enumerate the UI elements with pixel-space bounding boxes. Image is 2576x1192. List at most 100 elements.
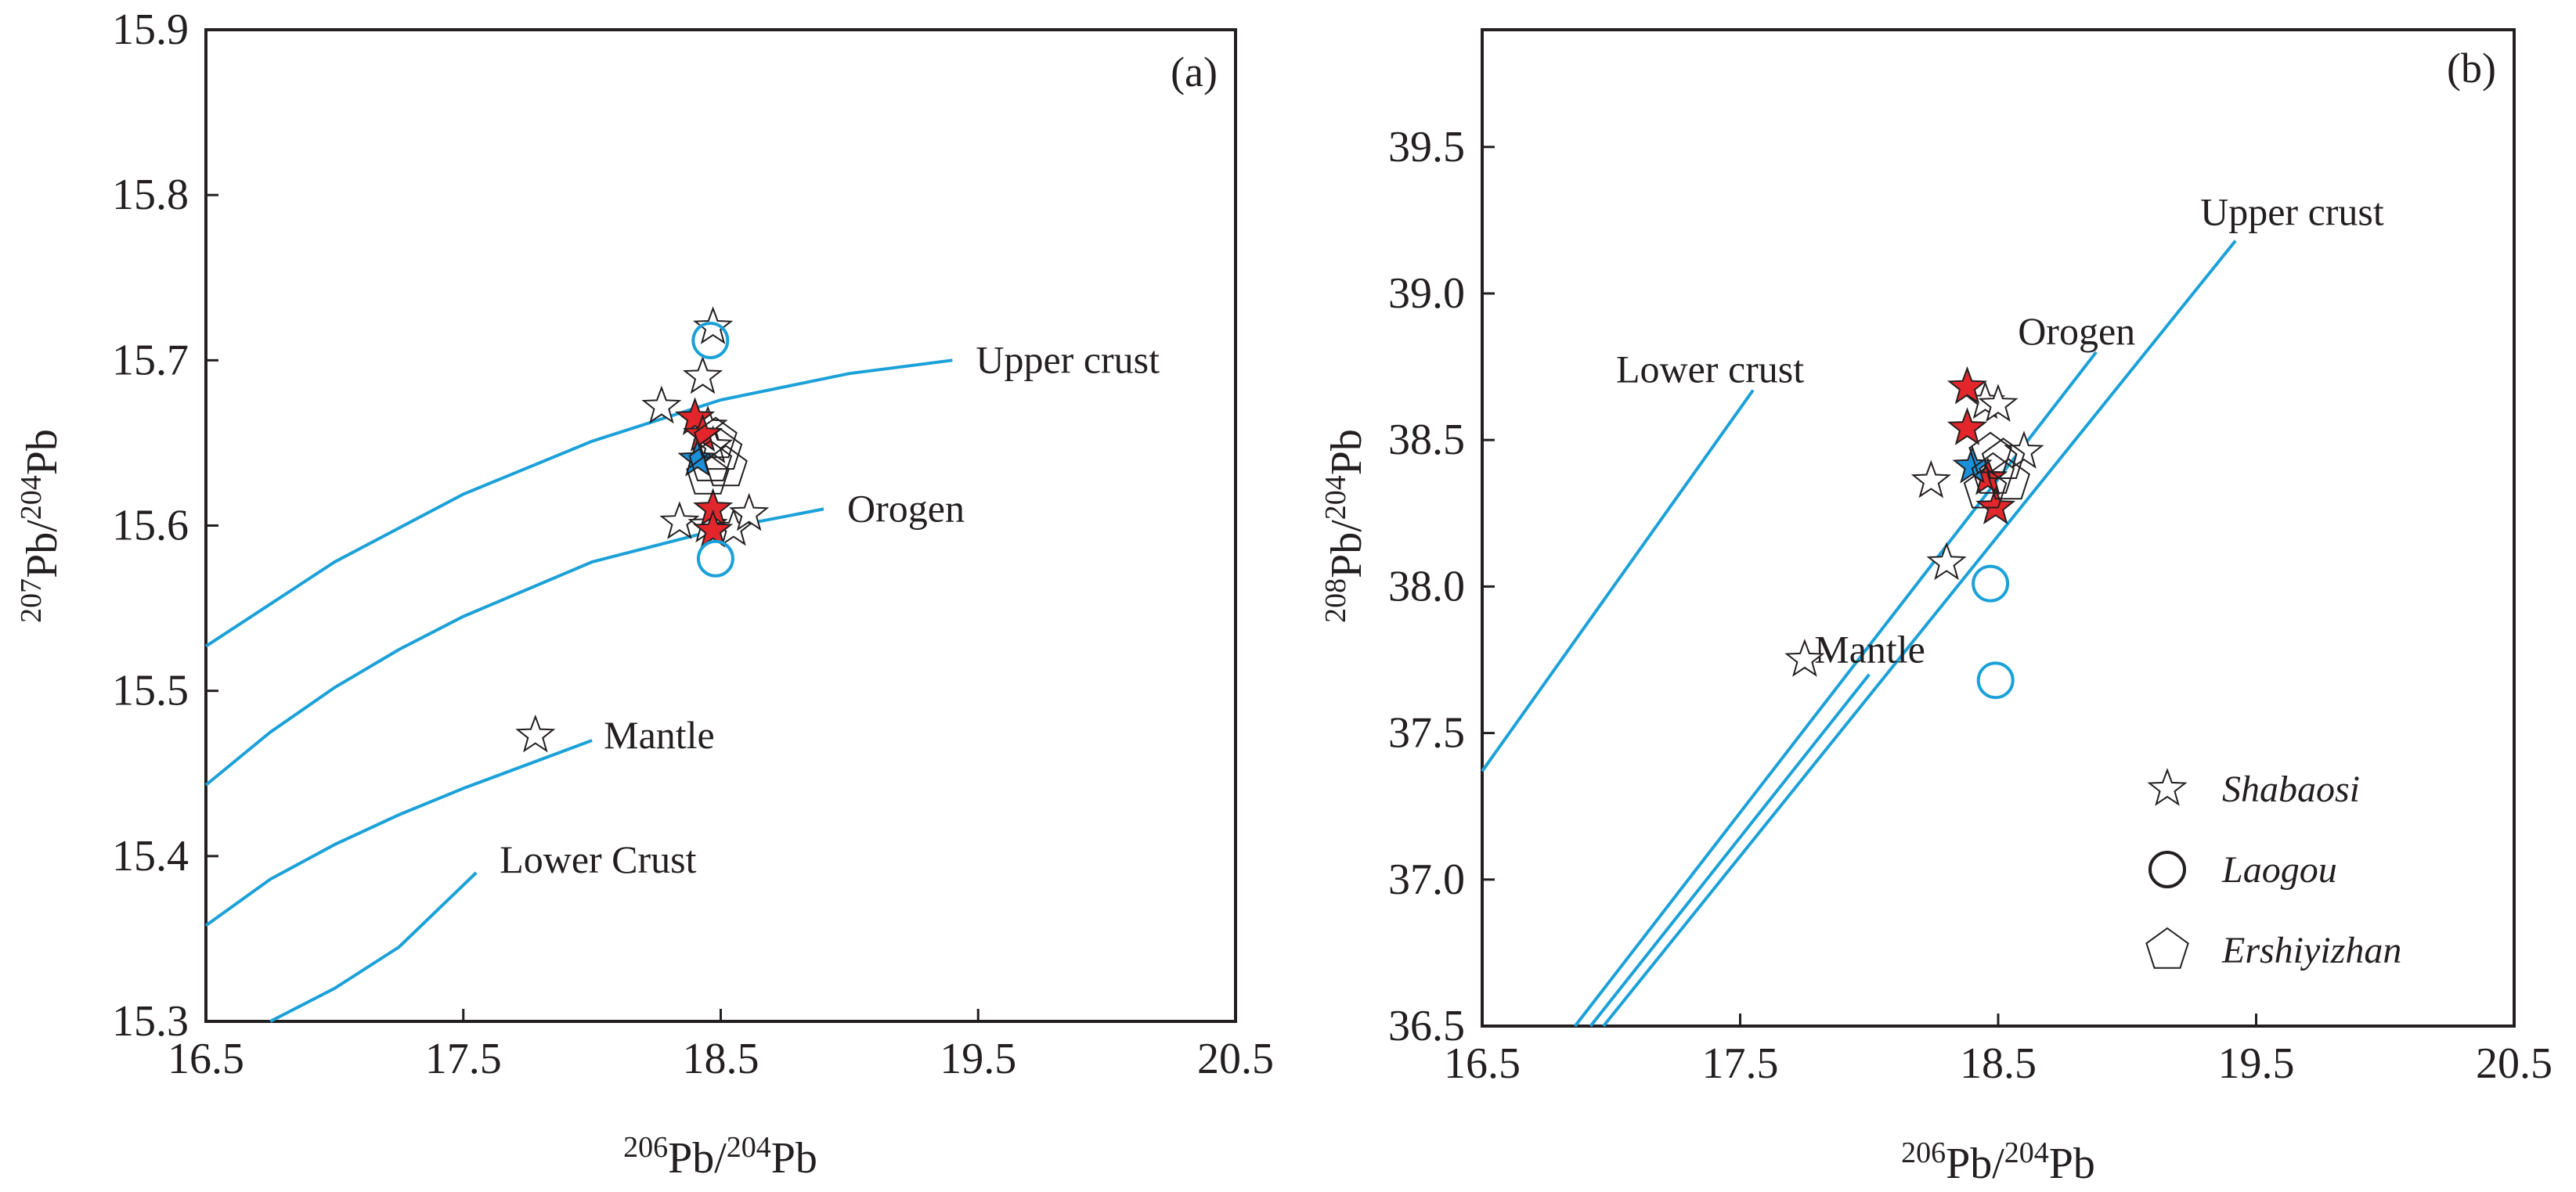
y-title-base: Pb/ [18, 520, 67, 578]
legend-star-open-marker [2147, 768, 2188, 806]
y-tick-label: 36.5 [1388, 1002, 1465, 1050]
pentagon-open-data-point [704, 445, 748, 487]
y-title-sup: 207 [15, 578, 48, 623]
x-title-base2: Pb [2049, 1140, 2095, 1188]
orogen-curve-label: Orogen [2018, 309, 2135, 353]
panel-b-points [1784, 366, 2044, 700]
circle-open-data-point [696, 539, 734, 578]
x-title-base2: Pb [771, 1134, 817, 1183]
y-title-sup2: 204 [15, 475, 48, 520]
star-red-data-point [1975, 486, 2016, 525]
y-tick-label: 39.0 [1388, 269, 1465, 318]
lower-crust-curve-label: Lower crust [1616, 348, 1804, 391]
panel-a-x-axis-title: 206Pb/204Pb [623, 1131, 817, 1183]
x-title-base: Pb/ [1946, 1140, 2004, 1188]
x-title-base: Pb/ [668, 1134, 727, 1183]
mantle-curve [1589, 673, 1871, 1028]
x-tick-label: 17.5 [425, 1035, 502, 1083]
y-tick-label: 38.5 [1388, 416, 1465, 464]
x-tick-label: 19.5 [940, 1035, 1016, 1083]
legend-circle-open-marker [2148, 851, 2186, 888]
panel-b-label: (b) [2447, 45, 2496, 92]
star-blue-data-point [677, 438, 718, 477]
x-tick-label: 18.5 [1960, 1039, 2037, 1088]
x-tick-label: 20.5 [2476, 1039, 2553, 1088]
y-tick-label: 39.5 [1388, 123, 1465, 171]
panel-b-frame [1481, 28, 2516, 1028]
orogen-curve-label: Orogen [847, 486, 965, 530]
mantle-curve-label: Mantle [604, 713, 715, 757]
star-red-data-point [675, 397, 716, 436]
star-open-data-point [641, 385, 682, 424]
y-tick-label: 15.4 [112, 832, 189, 880]
circle-open-data-point [691, 321, 730, 359]
panel-b-legend: Shabaosi Laogou Ershiyizhan [2145, 768, 2401, 971]
star-open-data-point [1784, 639, 1825, 677]
panel-a-curves: Upper crust Orogen Mantle Lower Crust [204, 337, 1160, 1023]
pentagon-open-data-point [1981, 438, 2026, 479]
y-tick-label: 37.0 [1388, 855, 1465, 904]
x-tick-label: 20.5 [1197, 1035, 1274, 1083]
y-title-base2: Pb [18, 429, 67, 475]
circle-open-data-point [1976, 661, 2015, 700]
legend-item-label: Ershiyizhan [2221, 930, 2401, 971]
x-title-sup2: 204 [727, 1131, 771, 1164]
y-tick-label: 15.6 [112, 502, 189, 550]
star-open-data-point [682, 355, 723, 394]
y-title-base: Pb/ [1322, 520, 1371, 578]
star-open-data-point [2004, 430, 2044, 469]
legend-item-label: Laogou [2221, 849, 2337, 891]
panel-a-ticks: 16.5 17.5 18.5 19.5 20.5 15.3 15.4 15.5 15.6 15.7… [112, 5, 1274, 1083]
upper-crust-curve-label: Upper crust [976, 337, 1160, 381]
star-open-data-point [693, 306, 734, 344]
lower-crust-curve [269, 871, 478, 1023]
panel-a: 16.5 17.5 18.5 19.5 20.5 15.3 15.4 15.5 15.6 15.7… [15, 5, 1274, 1183]
lower-crust-curve [1481, 389, 1755, 772]
star-open-data-point [659, 501, 700, 540]
lower-crust-curve-label: Lower Crust [500, 837, 696, 881]
y-title-sup2: 204 [1319, 475, 1352, 520]
star-open-data-point [1978, 384, 2019, 423]
x-tick-label: 18.5 [683, 1035, 759, 1083]
y-tick-label: 37.5 [1388, 709, 1465, 758]
panel-a-y-axis-title: 207Pb/204Pb [15, 429, 67, 623]
legend-item-label: Shabaosi [2222, 769, 2360, 810]
star-open-data-point [1926, 542, 1967, 581]
pentagon-open-data-point [694, 416, 738, 459]
star-red-data-point [693, 509, 734, 548]
y-tick-label: 15.5 [112, 667, 189, 715]
circle-open-data-point [1972, 564, 2010, 603]
x-tick-label: 17.5 [1702, 1039, 1779, 1088]
y-tick-label: 15.7 [112, 336, 189, 384]
mantle-curve [204, 739, 593, 927]
y-tick-label: 15.9 [112, 5, 189, 54]
panel-b-y-axis-title: 208Pb/204Pb [1319, 429, 1371, 623]
panel-b-x-axis-title: 206Pb/204Pb [1901, 1136, 2095, 1188]
star-blue-data-point [1952, 445, 1993, 484]
pentagon-open-data-point [686, 452, 730, 495]
star-open-data-point [729, 492, 770, 531]
star-red-data-point [1946, 407, 1988, 445]
upper-crust-curve [1602, 239, 2237, 1028]
star-red-data-point [1946, 366, 1988, 405]
x-title-sup: 206 [1901, 1136, 1946, 1169]
x-tick-label: 16.5 [168, 1035, 244, 1083]
panel-b-curves: Lower crust Orogen Upper crust Mantle [1481, 190, 2384, 1028]
panel-b-ticks: 16.5 17.5 18.5 19.5 20.5 36.5 37.0 37.5 38.0 38.5… [1388, 123, 2553, 1088]
star-open-data-point [1910, 459, 1951, 499]
upper-crust-curve-label: Upper crust [2200, 190, 2384, 234]
y-title-sup: 208 [1319, 578, 1352, 623]
upper-crust-curve [204, 358, 953, 648]
panel-b: 16.5 17.5 18.5 19.5 20.5 36.5 37.0 37.5 38.0 38.5… [1319, 28, 2553, 1188]
y-tick-label: 15.8 [112, 171, 189, 219]
y-title-base2: Pb [1322, 429, 1371, 475]
star-open-data-point [515, 714, 556, 753]
pentagon-open-data-point [1963, 466, 2008, 509]
mantle-curve-label: Mantle [1814, 628, 1925, 672]
legend-pentagon-open-marker [2145, 927, 2189, 969]
x-tick-label: 16.5 [1444, 1039, 1521, 1088]
x-title-sup: 206 [623, 1131, 668, 1164]
y-tick-label: 15.3 [112, 997, 189, 1046]
panel-a-points [515, 306, 770, 753]
